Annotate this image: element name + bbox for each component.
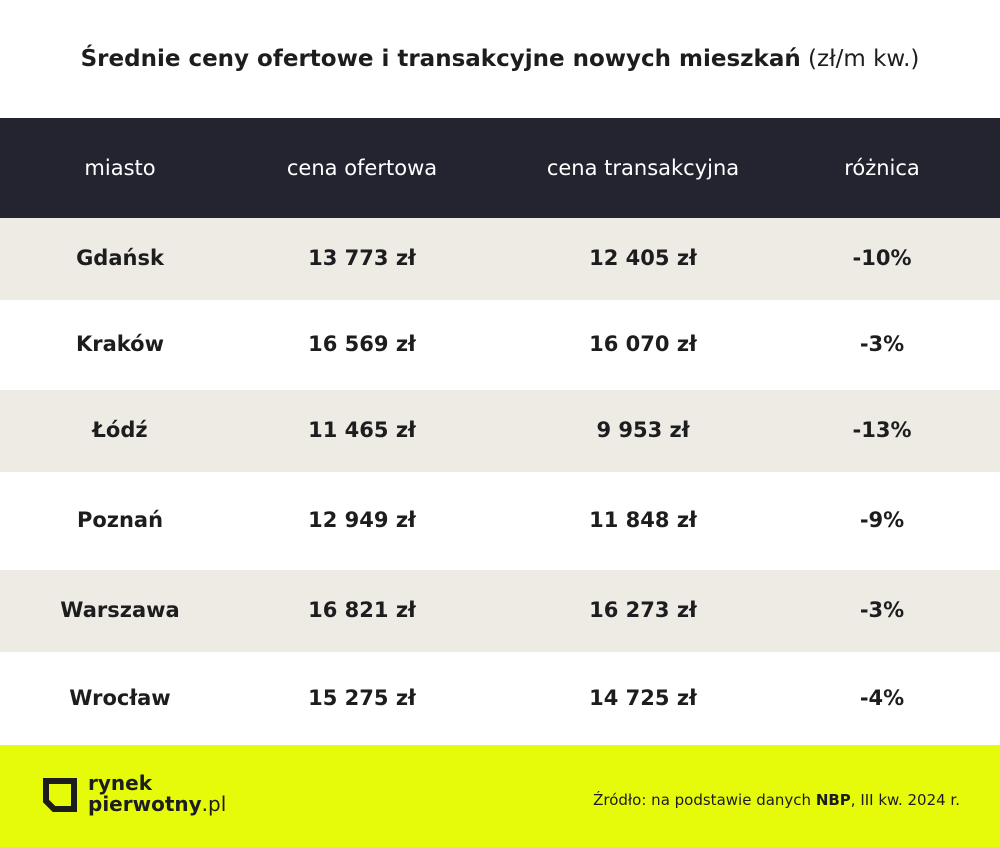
table-cell: 12 405 zł xyxy=(589,246,697,270)
table-cell: -3% xyxy=(859,598,905,622)
source-text: , III kw. 2024 r. xyxy=(850,791,960,809)
table-row: Warszawa 16 821 zł 16 273 zł -3% xyxy=(0,570,1000,652)
source-text: Źródło: na podstawie danych xyxy=(593,791,816,809)
table-cell: 13 773 zł xyxy=(308,246,416,270)
table-row: Kraków 16 569 zł 16 070 zł -3% xyxy=(0,300,1000,390)
source: Źródło: na podstawie danych NBP, III kw.… xyxy=(593,791,960,809)
table-cell: Wrocław xyxy=(69,685,171,710)
table-row: Gdańsk 13 773 zł 12 405 zł -10% xyxy=(0,218,1000,300)
table-cell: -9% xyxy=(859,508,905,532)
table-cell: 16 821 zł xyxy=(308,598,416,622)
table-cell: Łódź xyxy=(92,418,148,442)
table-cell: 12 949 zł xyxy=(308,508,416,532)
column-header: cena ofertowa xyxy=(286,156,438,180)
table-header: miasto cena ofertowa cena transakcyjna różn… xyxy=(0,118,1000,218)
table-cell: -4% xyxy=(859,685,905,710)
title-unit: (zł/m kw.) xyxy=(808,46,920,72)
table-cell: Warszawa xyxy=(60,598,180,622)
table-cell: 9 953 zł xyxy=(596,418,690,442)
logo-text: pierwotny xyxy=(88,792,202,816)
table-cell: 16 569 zł xyxy=(308,332,416,356)
column-header: miasto xyxy=(84,156,156,180)
table-cell: 16 070 zł xyxy=(589,332,697,356)
table-cell: 11 465 zł xyxy=(308,418,416,442)
table-row: Poznań 12 949 zł 11 848 zł -9% xyxy=(0,472,1000,570)
title-bold: Średnie ceny ofertowe i transakcyjne now… xyxy=(80,46,801,72)
footer: rynek pierwotny.pl Źródło: na podstawie d… xyxy=(0,745,1000,847)
logo-icon xyxy=(43,778,77,812)
table-cell: Poznań xyxy=(76,508,164,532)
table-cell: Kraków xyxy=(75,332,165,356)
source-bold: NBP xyxy=(815,791,851,809)
table-cell: Gdańsk xyxy=(76,246,164,270)
column-header: cena transakcyjna xyxy=(546,156,740,180)
logo-text: rynek xyxy=(88,771,153,795)
table-cell: 14 725 zł xyxy=(589,685,697,710)
column-header: różnica xyxy=(844,156,920,180)
logo-text: .pl xyxy=(201,792,227,816)
table-cell: -10% xyxy=(852,246,912,270)
table-cell: 16 273 zł xyxy=(589,598,697,622)
table-row: Wrocław 15 275 zł 14 725 zł -4% xyxy=(0,652,1000,745)
table-row: Łódź 11 465 zł 9 953 zł -13% xyxy=(0,390,1000,472)
table-cell: 15 275 zł xyxy=(308,685,416,710)
table-cell: -3% xyxy=(859,332,905,356)
table-cell: -13% xyxy=(852,418,912,442)
table-cell: 11 848 zł xyxy=(589,508,697,532)
title: Średnie ceny ofertowe i transakcyjne now… xyxy=(0,46,1000,72)
logo: rynek pierwotny.pl xyxy=(88,773,226,815)
